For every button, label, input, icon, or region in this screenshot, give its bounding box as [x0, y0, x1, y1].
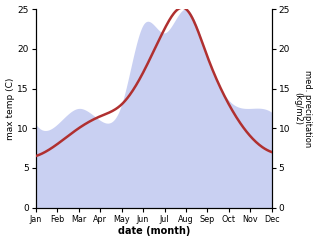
Y-axis label: max temp (C): max temp (C): [5, 77, 15, 140]
X-axis label: date (month): date (month): [118, 227, 190, 236]
Y-axis label: med. precipitation
(kg/m2): med. precipitation (kg/m2): [293, 70, 313, 147]
